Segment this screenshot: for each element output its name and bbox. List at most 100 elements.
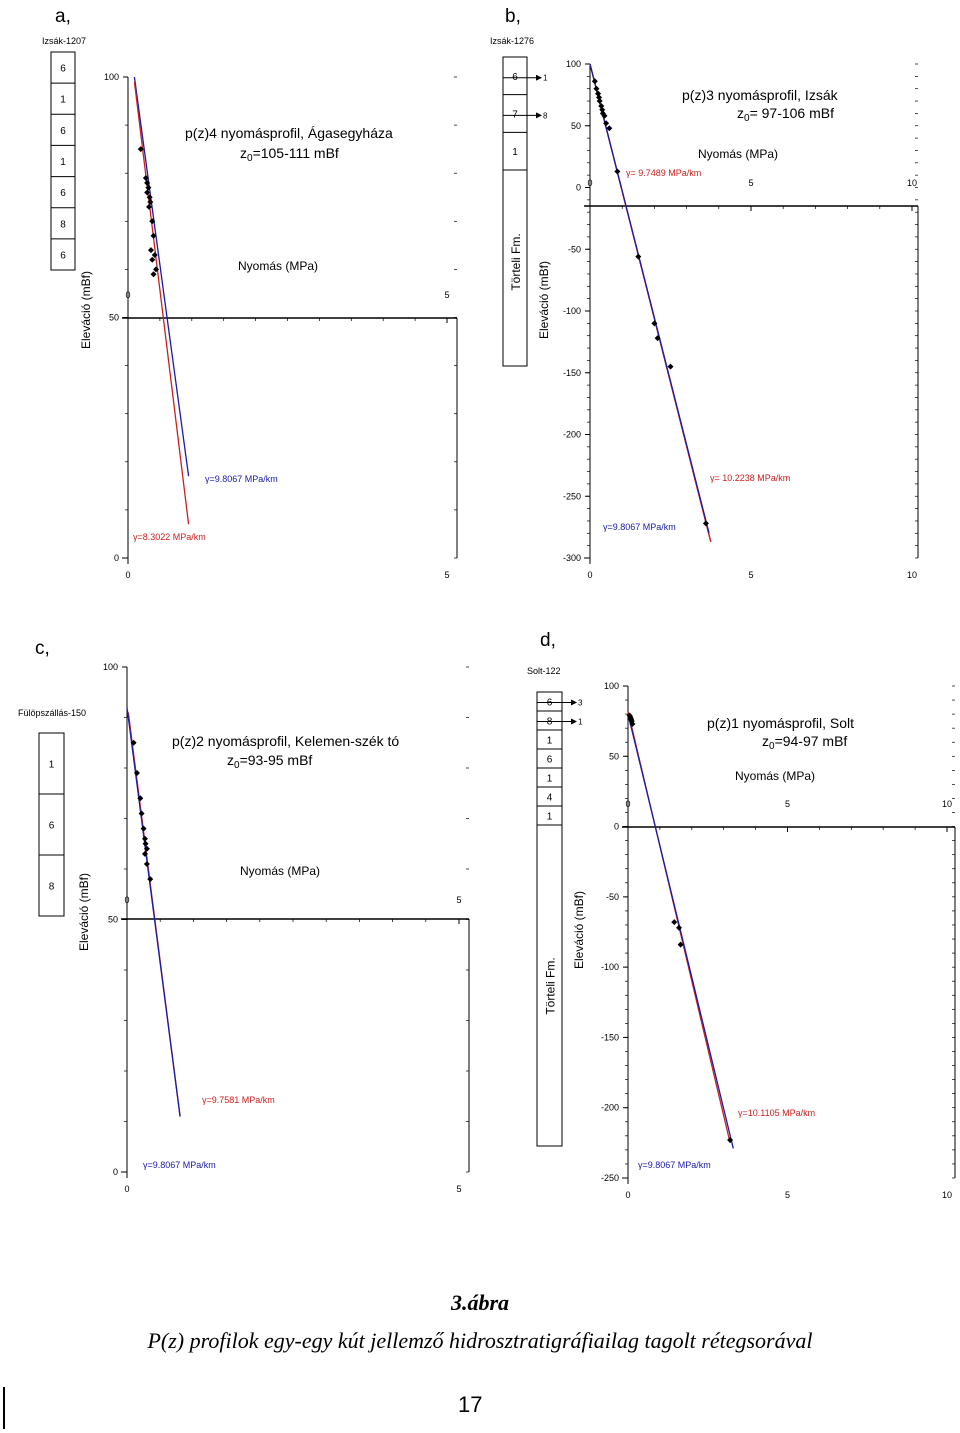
y-tick-label: 50	[609, 751, 619, 761]
chart-panel-3: c,Fülöpszállás-1501681005000055Eleváció …	[18, 638, 470, 1194]
chart-title: p(z)2 nyomásprofil, Kelemen-szék tó	[172, 733, 399, 749]
x-tick-label: 10	[942, 1190, 952, 1200]
panel-label: c,	[35, 638, 50, 659]
formation-label: Törteli Fm.	[544, 957, 558, 1014]
subtitle-value: =94-97 mBf	[775, 733, 848, 749]
x-axis-label: Nyomás (MPa)	[240, 864, 320, 878]
margin-rule	[3, 1387, 5, 1429]
well-layer-code: 1	[547, 774, 553, 785]
figure-caption-title: 3.ábra	[450, 1290, 510, 1315]
data-point	[146, 194, 153, 201]
data-point	[147, 876, 154, 883]
formation-label: Törteli Fm.	[509, 233, 523, 290]
data-point	[133, 770, 140, 777]
panel-label: a,	[55, 6, 71, 27]
well-layer-code: 6	[60, 126, 66, 137]
y-tick-label: 100	[103, 662, 118, 672]
y-tick-label: 50	[108, 915, 118, 925]
x-tick-label: 10	[907, 570, 917, 580]
data-point	[144, 189, 151, 196]
y-tick-label: 50	[571, 121, 581, 131]
y-tick-label: -250	[563, 491, 581, 501]
well-arrow-label: 1	[578, 717, 583, 726]
data-point	[140, 825, 147, 832]
x-axis-label: Nyomás (MPa)	[238, 259, 318, 273]
well-name: Izsák-1276	[490, 36, 534, 46]
y-tick-label: -100	[601, 962, 619, 972]
data-point	[146, 203, 153, 210]
x-tick-label-top: 0	[625, 799, 630, 809]
x-axis-label: Nyomás (MPa)	[735, 769, 815, 783]
chart-subtitle: z0=94-97 mBf	[762, 733, 847, 752]
data-point	[651, 320, 658, 327]
y-axis-label: Eleváció (mBf)	[537, 261, 551, 339]
series-line	[133, 76, 190, 477]
series-line	[589, 63, 710, 534]
chart-title: p(z)3 nyomásprofil, Izsák	[682, 87, 839, 103]
well-layer-code: 6	[60, 250, 66, 261]
y-tick-label: -100	[563, 306, 581, 316]
data-point	[141, 835, 148, 842]
data-point	[150, 232, 157, 239]
chart-panel-2: b,Izsák-127667118Törteli Fm.100500-50-10…	[490, 6, 919, 580]
x-tick-label-top: 5	[785, 799, 790, 809]
data-point	[150, 271, 157, 278]
well-layer-code: 1	[60, 95, 66, 106]
subtitle-subscript: 0	[247, 153, 253, 164]
data-point	[141, 850, 148, 857]
subtitle-subscript: 0	[234, 760, 240, 771]
data-point	[153, 266, 160, 273]
x-tick-label: 5	[748, 570, 753, 580]
well-arrow-label: 8	[543, 111, 548, 120]
well-layer-code: 8	[49, 882, 55, 893]
well-name: Solt-122	[527, 666, 561, 676]
well-layer-code: 6	[60, 188, 66, 199]
data-point	[702, 520, 709, 527]
x-tick-label-top: 0	[125, 290, 130, 300]
well-name: Izsák-1207	[42, 36, 86, 46]
well-layer-code: 6	[49, 821, 55, 832]
subtitle-subscript: 0	[744, 113, 750, 124]
well-layer-code: 4	[547, 793, 553, 804]
well-layer-code: 1	[60, 157, 66, 168]
data-point	[147, 247, 154, 254]
well-layer-code: 6	[547, 755, 553, 766]
series-line	[126, 707, 181, 1117]
data-point	[143, 860, 150, 867]
x-tick-label: 5	[785, 1190, 790, 1200]
y-tick-label: -200	[563, 430, 581, 440]
series-label: γ=10.1105 MPa/km	[738, 1108, 815, 1118]
chart-title: p(z)1 nyomásprofil, Solt	[707, 715, 854, 731]
x-tick-label-top: 10	[907, 178, 917, 188]
y-tick-label: -200	[601, 1103, 619, 1113]
y-tick-label: 100	[566, 59, 581, 69]
y-tick-label: 100	[604, 681, 619, 691]
y-tick-label: 0	[114, 553, 119, 563]
data-point	[142, 175, 149, 182]
x-tick-label: 0	[125, 570, 130, 580]
data-point	[599, 106, 606, 113]
x-tick-label-top: 5	[748, 178, 753, 188]
subtitle-value: = 97-106 mBf	[750, 105, 835, 121]
y-tick-label: 0	[113, 1167, 118, 1177]
subtitle-value: =105-111 mBf	[253, 145, 339, 161]
data-point	[151, 251, 158, 258]
data-point	[635, 253, 642, 260]
x-tick-label-top: 10	[942, 799, 952, 809]
well-layer-code: 1	[49, 760, 55, 771]
y-tick-label: -150	[601, 1032, 619, 1042]
y-tick-label: -50	[568, 244, 581, 254]
data-point	[591, 78, 598, 85]
well-layer-code: 1	[547, 812, 553, 823]
x-tick-label: 5	[444, 570, 449, 580]
subtitle-z: z	[737, 105, 744, 121]
x-tick-label-top: 5	[444, 290, 449, 300]
well-layer-code: 8	[547, 717, 553, 728]
panel-label: d,	[540, 630, 556, 651]
series-label: γ=9.8067 MPa/km	[603, 522, 676, 532]
well-layer-code: 8	[60, 219, 66, 230]
data-point	[130, 739, 137, 746]
y-tick-label: 0	[576, 183, 581, 193]
x-tick-label: 0	[124, 1184, 129, 1194]
well-arrow-label: 3	[578, 698, 583, 707]
